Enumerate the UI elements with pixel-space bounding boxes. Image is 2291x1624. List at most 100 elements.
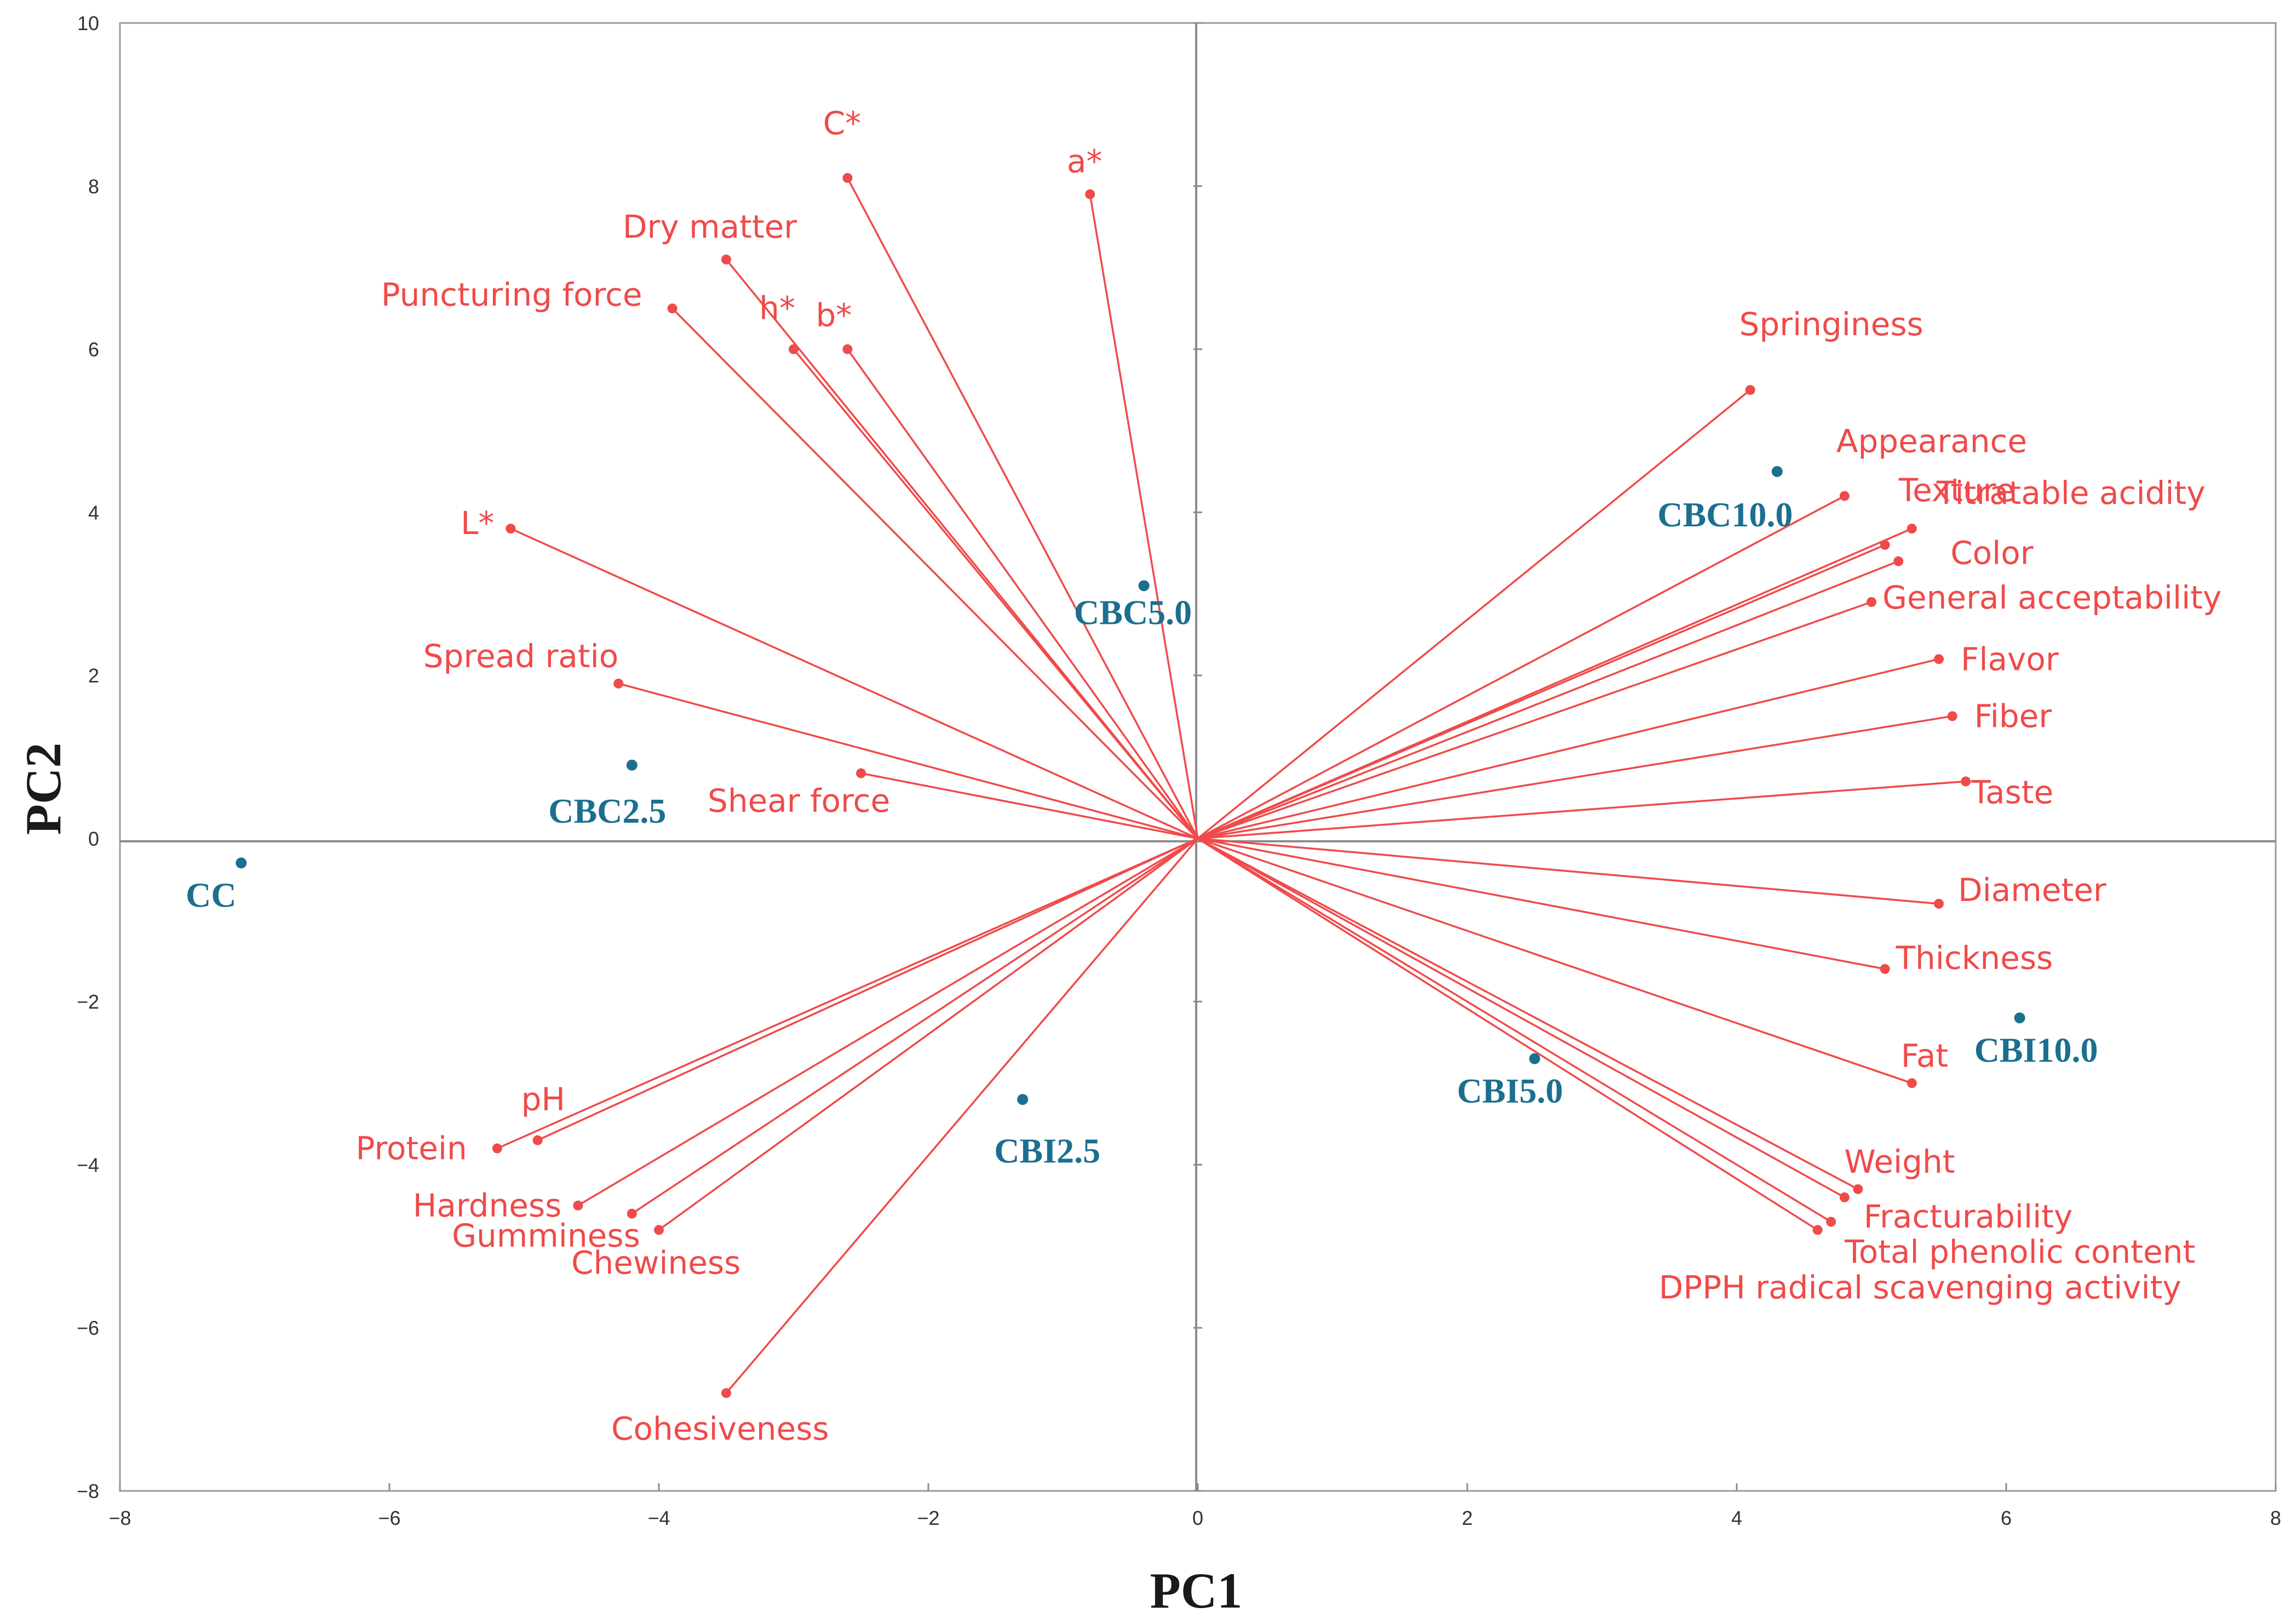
loading-point-gumminess	[627, 1208, 637, 1219]
score-point-cbc10-0	[1771, 466, 1783, 477]
loading-label-cohesiveness: Cohesiveness	[611, 1410, 829, 1447]
y-tick-label: −4	[77, 1154, 99, 1176]
loading-line-titratable-acidity	[1197, 527, 1913, 840]
loading-line-l	[510, 527, 1198, 840]
y-tick-label: 4	[88, 501, 99, 524]
loading-label-total-phenolic-content: Total phenolic content	[1844, 1233, 2195, 1271]
loading-point-a	[1085, 189, 1095, 199]
loading-label-ph: pH	[521, 1081, 565, 1118]
loading-label-dry-matter: Dry matter	[623, 208, 797, 245]
x-axis-title: PC1	[1150, 1563, 1243, 1619]
score-point-cbi5-0	[1529, 1053, 1540, 1064]
loading-point-color	[1893, 556, 1904, 566]
loading-line-fiber	[1197, 715, 1953, 840]
loading-point-ph	[532, 1135, 543, 1145]
loading-label-a: a*	[1067, 143, 1103, 180]
loading-point-weight	[1853, 1184, 1863, 1195]
score-point-cbi10-0	[2014, 1012, 2025, 1024]
loading-label-fiber: Fiber	[1974, 698, 2052, 735]
loading-label-appearance: Appearance	[1836, 423, 2027, 460]
loading-point-appearance	[1839, 491, 1850, 501]
loading-point-shear-force	[856, 768, 866, 778]
x-tick-label: −6	[378, 1507, 400, 1529]
loading-line-springiness	[1197, 389, 1751, 840]
x-tick-label: 4	[1731, 1507, 1742, 1529]
loading-label-gumminess: Gumminess	[452, 1217, 640, 1254]
loading-line-shear-force	[860, 772, 1198, 840]
score-point-cc	[236, 857, 247, 869]
loading-label-fat: Fat	[1901, 1037, 1948, 1075]
loading-line-c	[846, 177, 1199, 839]
loading-label-general-acceptability: General acceptability	[1882, 579, 2221, 616]
loading-point-l	[506, 524, 516, 534]
loading-label-hardness: Hardness	[413, 1187, 562, 1224]
loading-label-puncturing-force: Puncturing force	[381, 276, 642, 313]
loading-label-color: Color	[1950, 535, 2034, 572]
y-tick-label: −2	[77, 991, 99, 1013]
loading-label-titratable-acidity: Titratable acidity	[1936, 474, 2206, 512]
score-point-cbc2-5	[626, 759, 638, 771]
loading-label-l: L*	[461, 504, 494, 542]
loading-line-thickness	[1197, 837, 1885, 970]
loading-label-shear-force: Shear force	[708, 782, 890, 819]
loading-line-chewiness	[658, 837, 1199, 1231]
y-tick-label: 6	[88, 338, 99, 361]
loading-point-b	[842, 344, 853, 354]
loading-line-h	[793, 348, 1199, 840]
loading-point-chewiness	[654, 1225, 664, 1235]
loading-label-c: C*	[823, 105, 862, 142]
loading-label-b: b*	[816, 297, 852, 334]
loading-point-thickness	[1880, 964, 1890, 974]
score-label-cbc5-0: CBC5.0	[1074, 593, 1192, 632]
loading-point-fat	[1907, 1078, 1917, 1088]
loading-line-diameter	[1197, 837, 1939, 905]
loading-label-diameter: Diameter	[1958, 871, 2106, 909]
loading-label-protein: Protein	[355, 1130, 467, 1167]
score-label-cbi5-0: CBI5.0	[1457, 1071, 1563, 1110]
loading-line-flavor	[1197, 658, 1939, 840]
y-axis-title: PC2	[15, 743, 71, 835]
score-points: CC CBC2.5 CBC5.0 CBC10.0 CBI2.5 CBI5.0 CBI10.0	[186, 466, 2098, 1170]
loading-line-general-acceptability	[1197, 601, 1872, 840]
y-tick-label: 2	[88, 664, 99, 687]
loading-label-weight: Weight	[1844, 1143, 1955, 1180]
score-label-cbi2-5: CBI2.5	[994, 1131, 1100, 1170]
loading-line-cohesiveness	[725, 837, 1199, 1394]
loading-line-ph	[537, 837, 1198, 1141]
score-label-cbc2-5: CBC2.5	[548, 791, 666, 830]
x-tick-label: −2	[917, 1507, 939, 1529]
loading-line-protein	[497, 837, 1198, 1150]
loading-point-total-phenolic-content	[1826, 1216, 1836, 1227]
loading-point-c	[842, 173, 853, 183]
loading-label-dpph-radical-scavenging-activity: DPPH radical scavenging activity	[1659, 1269, 2181, 1306]
loading-line-fracturability	[1197, 837, 1845, 1198]
loading-point-h	[789, 344, 799, 354]
loading-line-puncturing-force	[671, 307, 1199, 840]
loading-line-taste	[1197, 780, 1966, 840]
loading-line-fat	[1197, 837, 1913, 1084]
y-tick-label: −8	[77, 1480, 99, 1502]
loading-point-puncturing-force	[667, 303, 677, 314]
loading-label-springiness: Springiness	[1739, 306, 1923, 343]
loading-point-hardness	[573, 1200, 583, 1210]
loading-label-thickness: Thickness	[1896, 939, 2053, 977]
score-label-cbc10-0: CBC10.0	[1657, 495, 1793, 534]
loading-label-flavor: Flavor	[1961, 640, 2059, 678]
loading-point-fiber	[1947, 711, 1957, 721]
loading-line-dpph-radical-scavenging-activity	[1197, 837, 1818, 1231]
loading-line-appearance	[1197, 495, 1845, 840]
loading-point-flavor	[1934, 654, 1944, 664]
loading-point-taste	[1961, 776, 1971, 787]
loading-line-color	[1197, 560, 1899, 840]
loading-line-total-phenolic-content	[1197, 837, 1832, 1223]
loading-point-dry-matter	[721, 254, 731, 265]
x-tick-label: −8	[108, 1507, 131, 1529]
loading-label-texture: Texture	[1898, 472, 2015, 509]
y-tick-label: 0	[88, 828, 99, 850]
x-tick-label: −4	[647, 1507, 670, 1529]
x-tick-label: 6	[2001, 1507, 2012, 1529]
score-point-cbi2-5	[1017, 1094, 1029, 1105]
loading-point-general-acceptability	[1867, 597, 1876, 607]
loading-line-b	[846, 348, 1199, 839]
